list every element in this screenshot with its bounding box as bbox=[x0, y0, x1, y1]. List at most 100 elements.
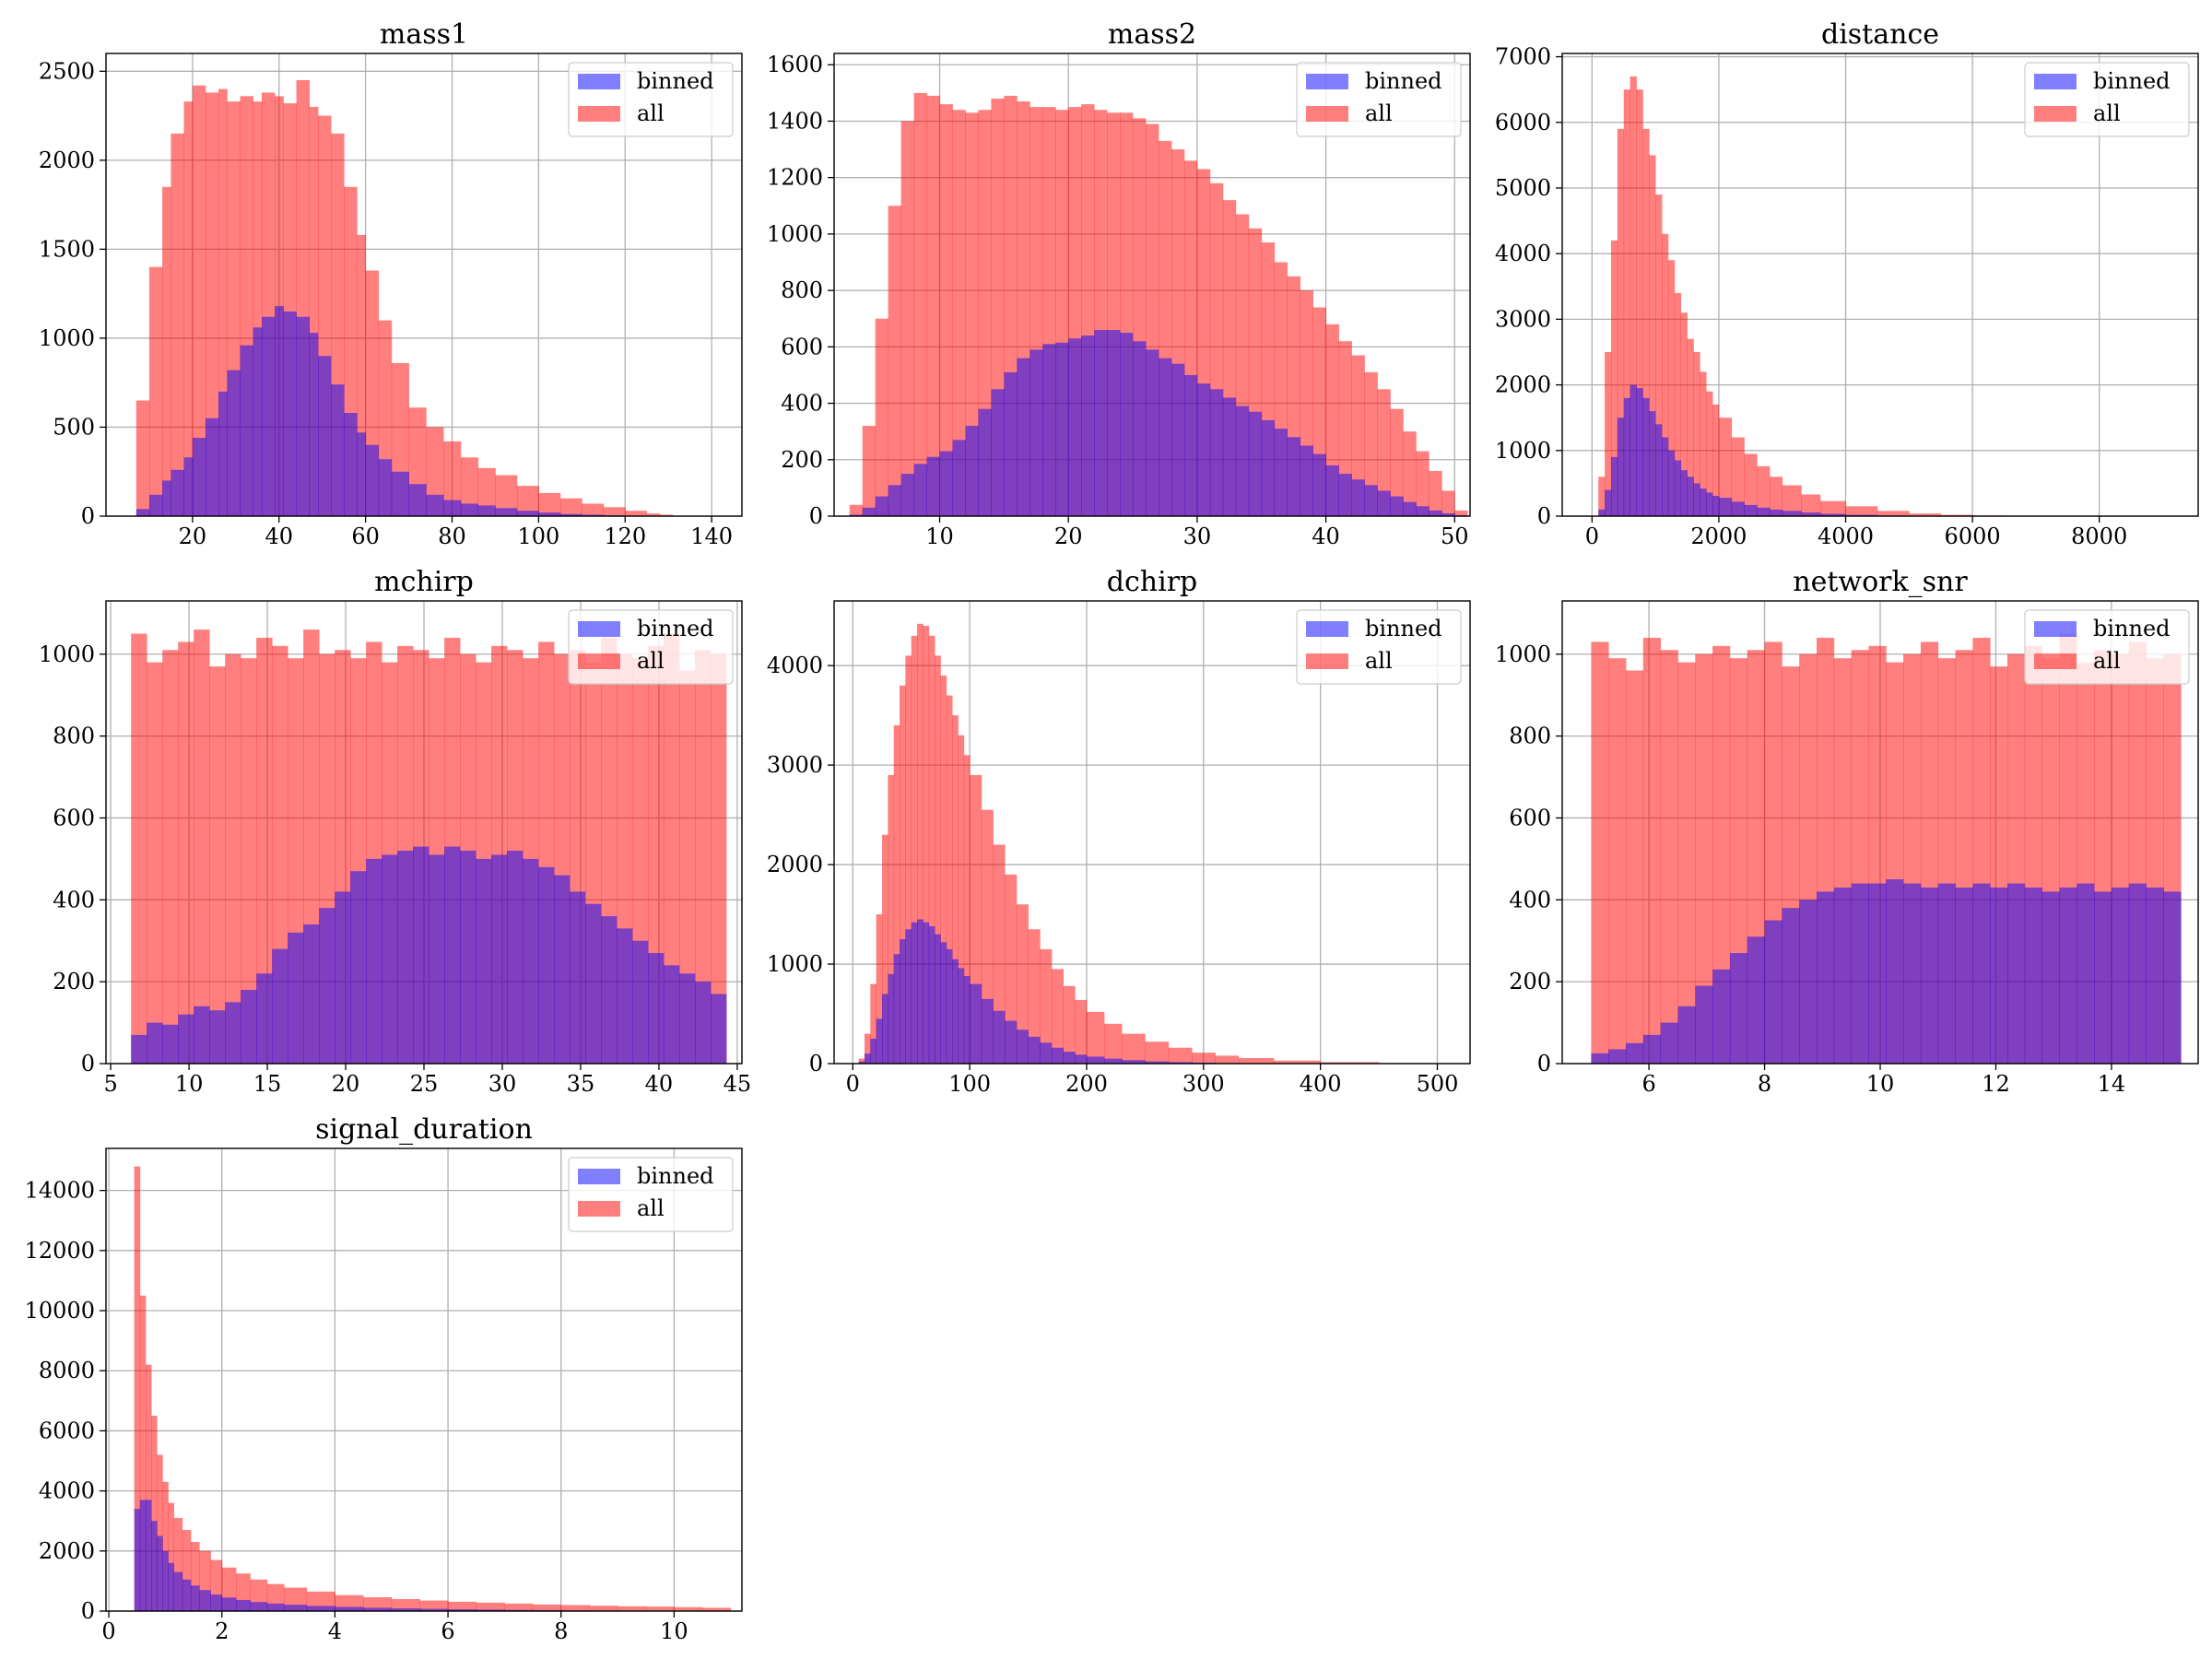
x-tick-label: 0 bbox=[101, 1618, 115, 1644]
bar-all bbox=[1695, 653, 1713, 1064]
bar-all bbox=[131, 633, 147, 1064]
bar-binned bbox=[585, 903, 602, 1064]
bar-binned bbox=[1042, 344, 1056, 516]
bar-all bbox=[905, 655, 912, 1064]
bar-all bbox=[1273, 1060, 1322, 1064]
bar-binned bbox=[335, 1606, 364, 1611]
bar-all bbox=[917, 623, 924, 1064]
bar-binned bbox=[1937, 883, 1956, 1064]
bar-all bbox=[1693, 351, 1700, 516]
legend-label-binned: binned bbox=[637, 68, 714, 94]
bar-all bbox=[1377, 389, 1391, 516]
bar-all bbox=[173, 1517, 183, 1611]
bar-binned bbox=[1782, 908, 1800, 1064]
bar-all bbox=[309, 106, 319, 516]
bar-binned bbox=[1133, 341, 1147, 516]
bar-all bbox=[443, 441, 462, 516]
bar-all bbox=[391, 1598, 420, 1611]
bar-binned bbox=[1649, 411, 1656, 516]
bar-binned bbox=[2024, 887, 2043, 1064]
bar-binned bbox=[958, 968, 965, 1064]
y-tick-label: 2000 bbox=[1495, 372, 1551, 398]
bar-all bbox=[1667, 260, 1676, 516]
y-tick-label: 800 bbox=[1509, 724, 1551, 749]
y-tick-label: 0 bbox=[809, 1051, 823, 1077]
tick-labels: 0 100 200 300 400 500 0 1000 2000 3000 4000 bbox=[767, 653, 1458, 1097]
bar-binned bbox=[1799, 900, 1818, 1064]
y-tick-label: 1000 bbox=[767, 951, 823, 977]
bar-all bbox=[460, 457, 479, 516]
bar-binned bbox=[173, 1571, 183, 1611]
bar-binned bbox=[1920, 887, 1939, 1064]
bar-binned bbox=[1695, 985, 1713, 1064]
bar-binned bbox=[1700, 488, 1707, 516]
bar-binned bbox=[1744, 504, 1758, 516]
bar-binned bbox=[171, 469, 184, 516]
bar-binned bbox=[554, 875, 571, 1064]
bar-binned bbox=[397, 850, 414, 1064]
x-tick-label: 10 bbox=[1866, 1071, 1895, 1097]
bar-all bbox=[1454, 510, 1468, 516]
bar-all bbox=[1782, 485, 1802, 516]
x-tick-label: 100 bbox=[948, 1071, 991, 1097]
bar-binned bbox=[935, 934, 941, 1064]
subplot-title: distance bbox=[1821, 18, 1939, 51]
x-tick-label: 5 bbox=[103, 1071, 117, 1097]
bar-all bbox=[419, 1600, 449, 1611]
bar-binned bbox=[538, 512, 561, 516]
bar-all bbox=[1909, 513, 1942, 516]
bar-binned bbox=[1441, 512, 1455, 516]
x-tick-label: 2000 bbox=[1690, 524, 1747, 549]
subplot-mchirp: 5 10 15 20 25 30 35 40 45 0 200 400 600 800 1000 mchirp… bbox=[39, 566, 751, 1097]
y-tick-label: 200 bbox=[53, 969, 95, 994]
bar-binned bbox=[1017, 358, 1030, 516]
subplot-title: network_snr bbox=[1793, 566, 1968, 598]
y-tick-label: 1400 bbox=[767, 108, 823, 134]
bar-binned bbox=[888, 973, 895, 1064]
subplot-title: dchirp bbox=[1107, 566, 1197, 598]
bar-binned bbox=[1063, 1052, 1076, 1064]
bar-all bbox=[1215, 1055, 1240, 1064]
bar-all bbox=[882, 834, 888, 1064]
bar-binned bbox=[1817, 891, 1835, 1064]
bar-all bbox=[645, 1606, 675, 1611]
bar-binned bbox=[1687, 477, 1694, 516]
bar-binned bbox=[911, 922, 918, 1064]
bar-all bbox=[1706, 391, 1713, 516]
bar-all bbox=[702, 1607, 732, 1611]
bar-binned bbox=[145, 1500, 152, 1611]
series-binned bbox=[858, 919, 1380, 1064]
bar-all bbox=[209, 666, 226, 1064]
bar-binned bbox=[648, 953, 665, 1064]
legend-swatch-all bbox=[578, 1201, 620, 1217]
bar-binned bbox=[1886, 879, 1904, 1064]
bar-binned bbox=[900, 474, 914, 516]
bar-binned bbox=[261, 316, 276, 516]
bar-binned bbox=[1706, 492, 1713, 516]
bar-all bbox=[1680, 312, 1688, 516]
bar-binned bbox=[1630, 384, 1637, 516]
bar-binned bbox=[1769, 509, 1783, 516]
bar-all bbox=[1636, 89, 1643, 517]
legend-label-all: all bbox=[637, 100, 665, 126]
bar-binned bbox=[1677, 1006, 1696, 1064]
bar-all bbox=[1731, 437, 1745, 516]
y-tick-label: 200 bbox=[1509, 969, 1551, 994]
bar-binned bbox=[283, 311, 297, 516]
x-tick-label: 50 bbox=[1441, 524, 1469, 549]
bar-all bbox=[168, 1502, 174, 1611]
bar-binned bbox=[1429, 510, 1442, 516]
bar-all bbox=[1623, 89, 1631, 517]
bar-binned bbox=[1680, 470, 1688, 516]
bar-binned bbox=[864, 1053, 871, 1064]
x-tick-label: 300 bbox=[1182, 1071, 1225, 1097]
bar-all bbox=[1598, 477, 1606, 516]
x-tick-label: 0 bbox=[846, 1071, 860, 1097]
bar-binned bbox=[1312, 453, 1326, 516]
bar-binned bbox=[1955, 887, 1973, 1064]
legend-label-binned: binned bbox=[637, 616, 714, 641]
bar-binned bbox=[2094, 891, 2112, 1064]
x-tick-label: 40 bbox=[265, 524, 293, 549]
bar-all bbox=[993, 844, 1006, 1064]
bar-binned bbox=[1667, 450, 1676, 516]
